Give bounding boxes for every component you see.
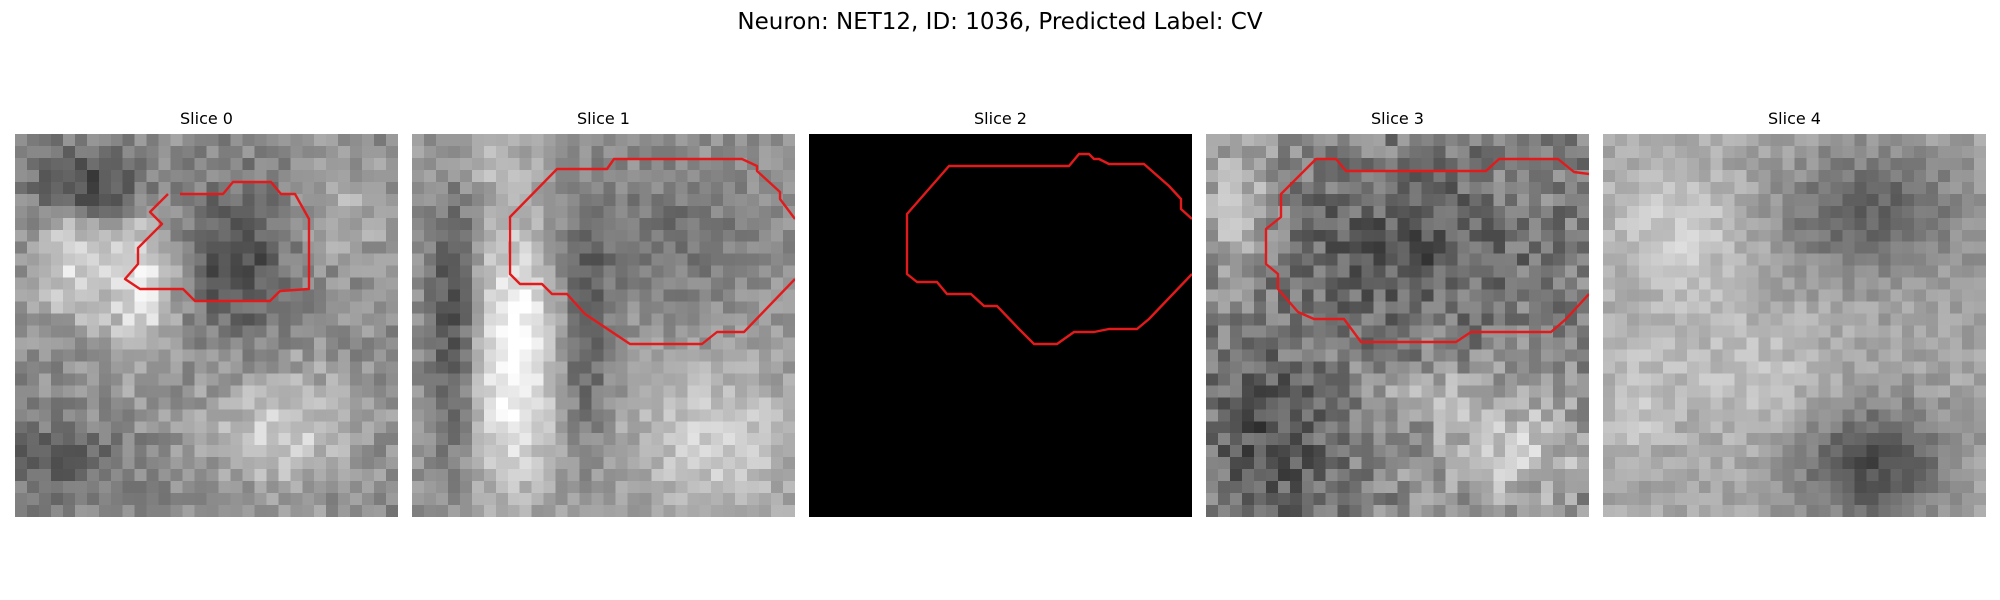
- slice-0-panel: Slice 0: [15, 109, 398, 517]
- slice-2-panel: Slice 2: [809, 109, 1192, 517]
- slice-3-title: Slice 3: [1371, 109, 1424, 128]
- slice-3-image: [1206, 134, 1589, 517]
- slice-1-panel: Slice 1: [412, 109, 795, 517]
- slice-4-image: [1603, 134, 1986, 517]
- slice-0-image: [15, 134, 398, 517]
- slice-2-image: [809, 134, 1192, 517]
- figure-title: Neuron: NET12, ID: 1036, Predicted Label…: [737, 9, 1263, 35]
- slice-1-title: Slice 1: [577, 109, 630, 128]
- slice-0-title: Slice 0: [180, 109, 233, 128]
- slice-3-panel: Slice 3: [1206, 109, 1589, 517]
- slice-2-title: Slice 2: [974, 109, 1027, 128]
- slice-1-image: [412, 134, 795, 517]
- slice-4-title: Slice 4: [1768, 109, 1821, 128]
- slice-4-panel: Slice 4: [1603, 109, 1986, 517]
